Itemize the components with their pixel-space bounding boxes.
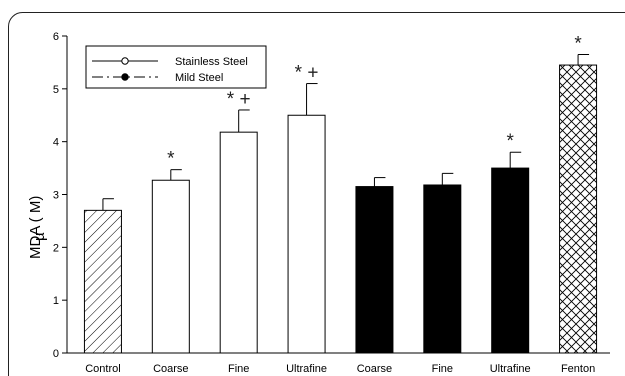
legend-label-stainless: Stainless Steel	[175, 56, 248, 68]
y-axis-title: MDA ( M)	[27, 196, 44, 259]
y-tick-label: 1	[53, 295, 59, 307]
x-tick-label: Coarse	[357, 363, 392, 375]
y-tick-label: 4	[53, 137, 59, 149]
bar	[423, 184, 462, 354]
x-tick-label: Fine	[228, 363, 249, 375]
bar	[559, 64, 598, 354]
significance-marker: *	[167, 149, 175, 170]
y-tick-label: 0	[53, 348, 59, 360]
x-tick-label: Coarse	[153, 363, 188, 375]
bar	[491, 167, 530, 354]
x-tick-label: Fenton	[561, 363, 595, 375]
y-tick-label: 6	[53, 31, 59, 43]
significance-marker: *	[506, 131, 514, 152]
mu-symbol: µ	[31, 232, 48, 241]
y-tick-label: 2	[53, 242, 59, 254]
figure-border	[8, 12, 625, 376]
x-tick-label: Fine	[432, 363, 453, 375]
x-tick-label: Ultrafine	[490, 363, 531, 375]
bar	[287, 114, 326, 354]
legend: Stainless Steel Mild Steel	[85, 45, 267, 89]
x-tick-label: Control	[85, 363, 120, 375]
significance-marker: * +	[227, 89, 251, 110]
y-tick-label: 5	[53, 84, 59, 96]
bar	[83, 209, 122, 354]
significance-marker: * +	[295, 63, 319, 84]
legend-label-mild: Mild Steel	[175, 72, 223, 84]
bar	[355, 186, 394, 354]
legend-marker-mild	[121, 73, 129, 81]
y-axis-title-text: MDA ( M)	[27, 196, 44, 259]
y-tick-label: 3	[53, 190, 59, 202]
x-tick-label: Ultrafine	[286, 363, 327, 375]
legend-box	[85, 45, 267, 89]
legend-marker-stainless	[121, 57, 129, 65]
bar	[151, 179, 190, 354]
bar	[219, 131, 258, 354]
significance-marker: *	[574, 33, 582, 54]
